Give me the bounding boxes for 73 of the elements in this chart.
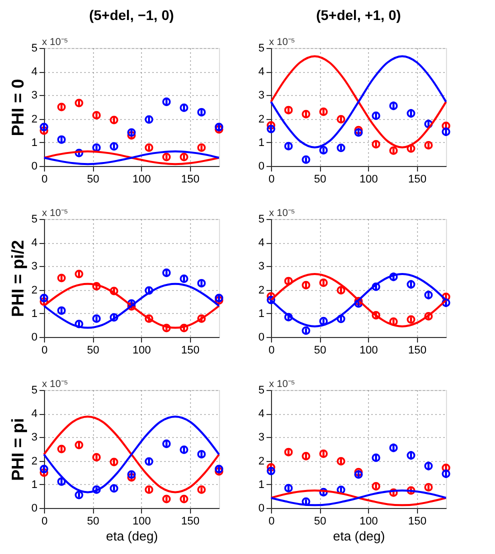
x-tick-label: 150 bbox=[408, 344, 427, 356]
x-tick-label: 100 bbox=[360, 344, 378, 356]
x-tick-label: 0 bbox=[41, 516, 48, 528]
text: x 10⁻⁵ bbox=[42, 379, 68, 390]
text: x 10⁻⁵ bbox=[42, 37, 68, 48]
y-tick-label: 5 bbox=[258, 214, 264, 226]
y-tick-label: 1 bbox=[31, 308, 38, 320]
y-tick-label: 2 bbox=[258, 284, 264, 296]
chart-title: (5+del, −1, 0) bbox=[89, 7, 174, 23]
x-tick-label: 50 bbox=[86, 344, 100, 356]
x-tick-label: 100 bbox=[360, 516, 378, 528]
y-tick-label: 2 bbox=[31, 284, 38, 296]
x-axis-title: eta (deg) bbox=[332, 528, 386, 544]
y-tick-label: 5 bbox=[31, 214, 38, 226]
y-tick-label: 4 bbox=[31, 237, 38, 250]
y-tick-label: 1 bbox=[258, 308, 264, 320]
y-tick-label: 2 bbox=[31, 113, 38, 126]
y-axis-title: PHI = pi/2 bbox=[8, 240, 28, 317]
y-tick-label: 4 bbox=[31, 408, 38, 420]
x-tick-label: 150 bbox=[408, 516, 427, 528]
y-tick-label: 4 bbox=[31, 66, 38, 78]
y-tick-label: 5 bbox=[258, 384, 264, 396]
x-tick-label: 100 bbox=[132, 516, 151, 528]
y-tick-label: 3 bbox=[31, 90, 38, 102]
y-tick-label: 3 bbox=[31, 432, 38, 444]
x-tick-label: 100 bbox=[132, 174, 151, 186]
x-tick-label: 150 bbox=[181, 174, 200, 186]
y-tick-label: 5 bbox=[31, 384, 38, 396]
y-tick-label: 0 bbox=[31, 160, 38, 172]
y-tick-label: 3 bbox=[258, 432, 264, 444]
y-tick-label: 3 bbox=[258, 90, 264, 102]
y-tick-label: 1 bbox=[31, 478, 38, 491]
y-axis-title: PHI = 0 bbox=[8, 78, 28, 136]
x-tick-label: 50 bbox=[86, 174, 100, 186]
x-tick-label: 50 bbox=[314, 174, 326, 186]
text: x 10⁻⁵ bbox=[269, 37, 296, 48]
x-tick-label: 150 bbox=[181, 516, 200, 528]
x-tick-label: 0 bbox=[268, 344, 275, 356]
y-tick-label: 2 bbox=[258, 113, 264, 126]
y-tick-label: 1 bbox=[258, 478, 264, 491]
x-tick-label: 150 bbox=[181, 344, 200, 356]
x-tick-label: 0 bbox=[41, 174, 48, 186]
x-axis-title: eta (deg) bbox=[106, 528, 158, 544]
y-tick-label: 0 bbox=[258, 502, 264, 514]
y-tick-label: 1 bbox=[258, 136, 264, 149]
y-tick-label: 4 bbox=[258, 66, 264, 78]
text: x 10⁻⁵ bbox=[269, 379, 296, 390]
y-tick-label: 5 bbox=[258, 42, 264, 54]
x-tick-label: 100 bbox=[132, 344, 151, 356]
y-tick-label: 0 bbox=[258, 160, 264, 172]
y-axis-title: PHI = pi bbox=[8, 418, 28, 481]
x-tick-label: 50 bbox=[314, 516, 326, 528]
chart-title: (5+del, +1, 0) bbox=[316, 7, 401, 23]
y-tick-label: 1 bbox=[31, 136, 38, 149]
y-tick-label: 3 bbox=[258, 260, 264, 273]
y-tick-label: 4 bbox=[258, 237, 264, 250]
x-tick-label: 50 bbox=[86, 516, 100, 528]
text: x 10⁻⁵ bbox=[269, 208, 296, 219]
x-tick-label: 50 bbox=[314, 344, 326, 356]
x-tick-label: 150 bbox=[408, 174, 427, 186]
x-tick-label: 100 bbox=[360, 174, 378, 186]
x-tick-label: 0 bbox=[41, 344, 48, 356]
y-tick-label: 0 bbox=[31, 502, 38, 514]
y-tick-label: 5 bbox=[31, 42, 38, 54]
y-tick-label: 4 bbox=[258, 408, 264, 420]
text: x 10⁻⁵ bbox=[42, 208, 68, 219]
y-tick-label: 0 bbox=[31, 332, 38, 344]
x-tick-label: 0 bbox=[268, 174, 275, 186]
x-tick-label: 0 bbox=[268, 516, 275, 528]
y-tick-label: 2 bbox=[258, 455, 264, 468]
y-tick-label: 3 bbox=[31, 260, 38, 273]
y-tick-label: 0 bbox=[258, 332, 264, 344]
y-tick-label: 2 bbox=[31, 455, 38, 468]
